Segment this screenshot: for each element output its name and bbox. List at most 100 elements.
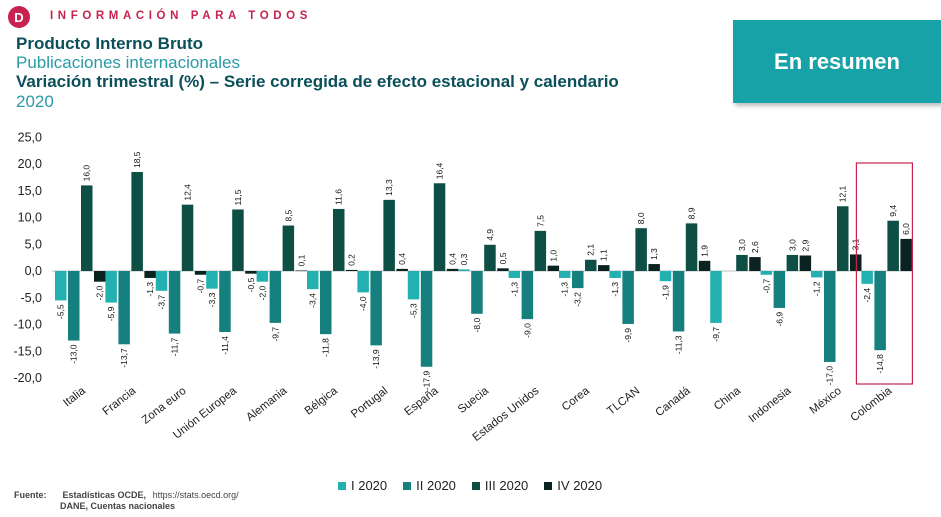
data-label: 0,2 (347, 254, 357, 266)
bar (900, 238, 912, 271)
data-label: -3,4 (308, 293, 318, 308)
bar (396, 268, 408, 271)
data-label: 12,1 (838, 185, 848, 202)
category-label: Portugal (349, 385, 390, 421)
data-label: 0,4 (397, 253, 407, 265)
legend-item-q1: I 2020 (338, 478, 387, 493)
data-label: 11,6 (334, 189, 344, 205)
legend-swatch-q4 (544, 481, 553, 490)
bar (786, 254, 799, 271)
y-tick-label: 5,0 (25, 237, 42, 251)
category-label: Colombia (849, 385, 895, 425)
data-label: 16,0 (82, 165, 92, 182)
data-label: -3,2 (573, 292, 583, 307)
bar (94, 271, 106, 282)
category-label: Bélgica (303, 385, 341, 418)
category-label: China (712, 385, 744, 413)
bar (811, 271, 823, 278)
y-tick-label: 10,0 (18, 211, 42, 225)
category-label: Indonesia (747, 385, 794, 426)
category-label: Italia (61, 385, 88, 410)
data-label: -9,9 (623, 328, 633, 343)
data-label: -1,3 (560, 282, 570, 297)
bar (837, 206, 849, 271)
data-label: 1,1 (599, 249, 609, 261)
y-tick-label: -5,0 (20, 291, 42, 305)
bar (168, 271, 181, 334)
data-label: 2,1 (586, 244, 596, 256)
bar (320, 271, 332, 335)
page-subtitle: Publicaciones internacionales (16, 53, 240, 72)
data-label: 11,5 (233, 189, 243, 205)
data-label: -1,9 (661, 285, 671, 300)
data-label: 18,5 (132, 151, 142, 168)
bar (245, 271, 257, 274)
data-label: -17,9 (422, 370, 432, 390)
y-tick-label: 0,0 (25, 264, 42, 278)
bar (508, 271, 521, 278)
category-label: Suecia (456, 385, 492, 416)
bar (824, 271, 836, 362)
data-label: 8,0 (636, 212, 646, 224)
data-label: -8,0 (472, 318, 482, 333)
bar (333, 208, 345, 271)
legend-label-q1: I 2020 (351, 478, 388, 493)
y-tick-label: -20,0 (14, 371, 43, 385)
bar (383, 199, 395, 271)
data-label: -11,3 (674, 335, 684, 354)
data-label: -2,4 (862, 288, 872, 303)
data-label: -4,0 (358, 296, 368, 311)
data-label: -1,3 (145, 282, 155, 297)
bar (105, 271, 117, 303)
bar (710, 271, 722, 323)
tagline: INFORMACIÓN PARA TODOS (50, 10, 312, 22)
source-text: Estadísticas OCDE, (62, 490, 147, 500)
data-label: -17,0 (825, 366, 835, 386)
data-label: 3,0 (737, 239, 747, 251)
bar (861, 271, 873, 284)
bar (698, 260, 711, 271)
legend-label-q4: IV 2020 (557, 478, 603, 493)
data-label: 2,9 (800, 239, 810, 251)
legend-item-q2: II 2020 (403, 478, 456, 493)
bar (346, 269, 358, 271)
category-label: Corea (560, 385, 593, 414)
legend-swatch-q3 (471, 481, 480, 490)
data-label: 0,3 (459, 253, 469, 265)
data-label: 12,4 (183, 184, 193, 201)
data-label: -1,3 (610, 282, 620, 297)
bar (887, 220, 899, 271)
data-label: 0,1 (296, 254, 306, 266)
bar (219, 271, 231, 332)
data-label: 8,5 (283, 209, 293, 221)
bar (736, 254, 748, 271)
y-tick-label: 15,0 (18, 184, 42, 198)
data-label: 8,9 (687, 207, 697, 219)
bar (773, 271, 786, 308)
summary-button[interactable]: En resumen (733, 20, 941, 103)
bar (194, 271, 207, 275)
bar (799, 255, 812, 271)
bar (497, 268, 509, 271)
category-label: Canadá (654, 385, 694, 420)
source-label: Fuente: (14, 490, 47, 500)
source-note: Fuente: Estadísticas OCDE, https://stats… (14, 490, 239, 500)
bar (131, 172, 143, 271)
bar (622, 271, 634, 324)
data-label: 9,4 (888, 205, 898, 217)
data-label: -2,0 (257, 285, 267, 300)
bar (534, 230, 547, 271)
bar (749, 257, 761, 271)
data-label: 1,3 (649, 248, 659, 260)
source-url-link[interactable]: https://stats.oecd.org/ (152, 490, 239, 500)
bar (307, 271, 319, 290)
legend-swatch-q1 (338, 481, 346, 490)
category-label: Alemania (244, 385, 290, 424)
data-label: -11,4 (220, 336, 230, 355)
bar (155, 271, 168, 291)
data-label: -0,5 (246, 277, 256, 292)
data-label: -1,2 (812, 281, 822, 296)
data-label: -3,7 (157, 295, 167, 310)
y-tick-label: -15,0 (14, 344, 43, 358)
data-label: 7,5 (535, 215, 545, 227)
